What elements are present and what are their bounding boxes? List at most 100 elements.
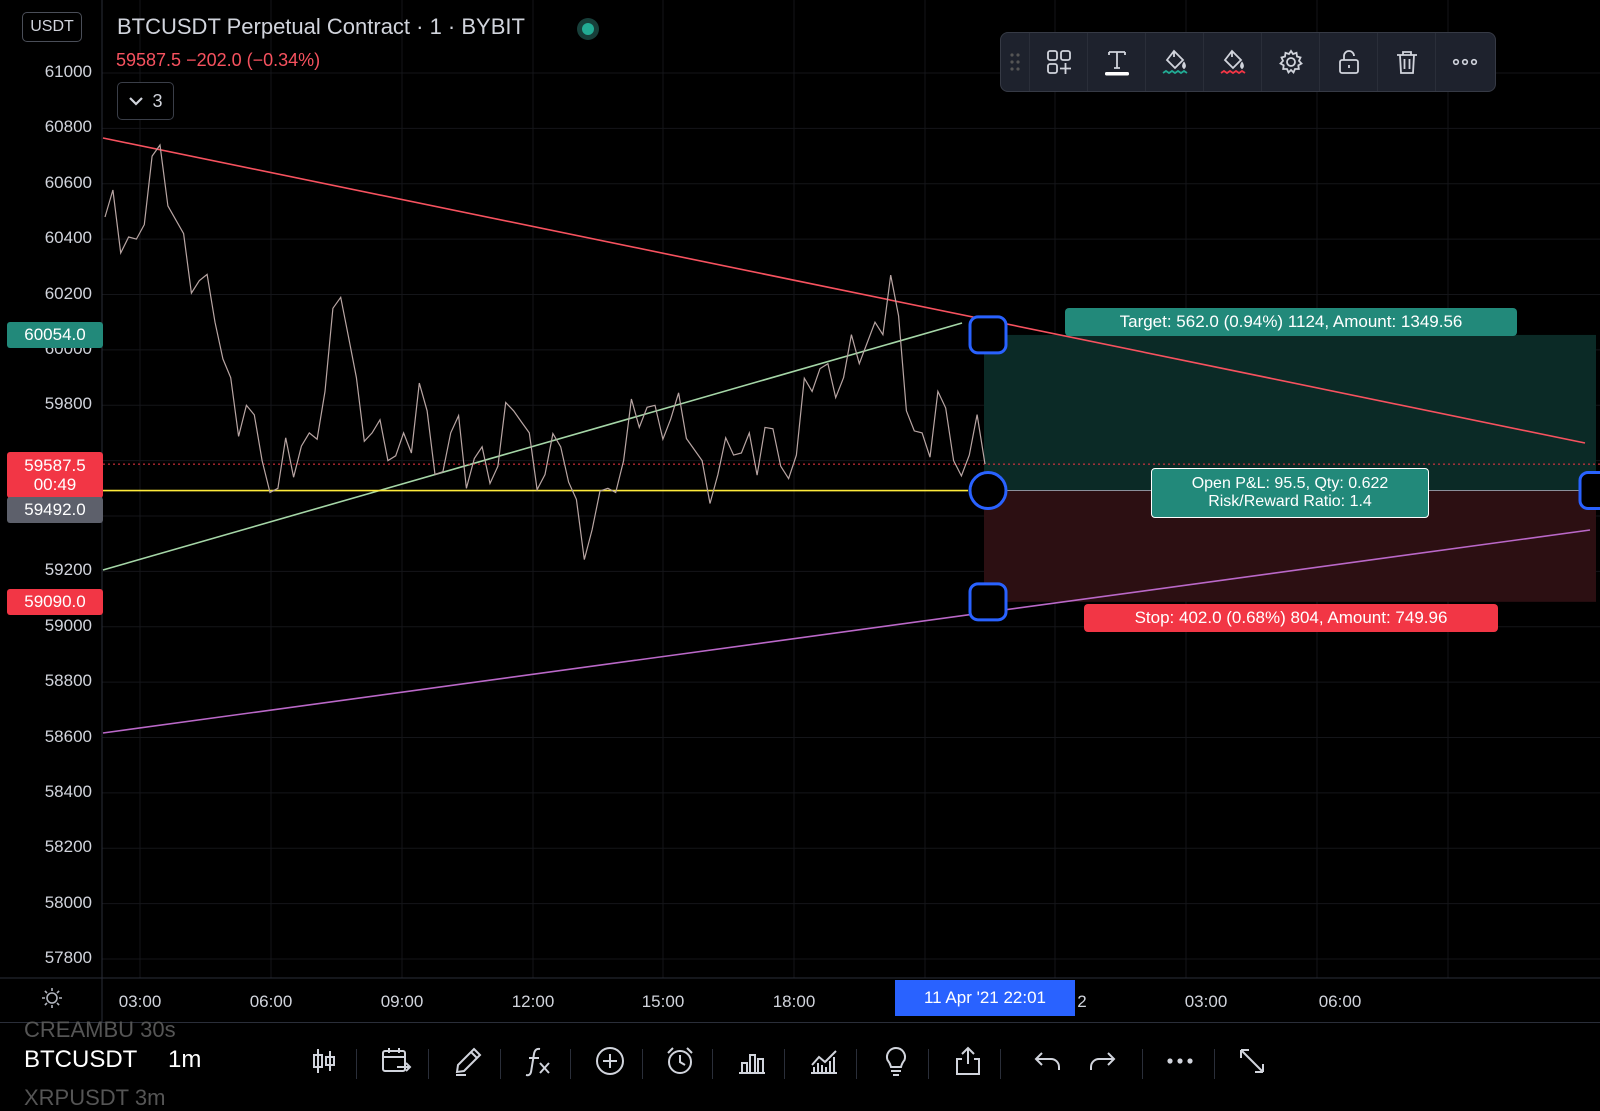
add-plus-icon	[596, 1047, 624, 1075]
text-icon	[1104, 51, 1129, 76]
share-button[interactable]	[948, 1041, 988, 1081]
financials-button[interactable]	[732, 1041, 772, 1081]
time-axis-settings-icon[interactable]	[40, 986, 64, 1010]
price-tick-label: 59000	[44, 615, 92, 635]
open-pnl-box: Open P&L: 95.5, Qty: 0.622 Risk/Reward R…	[1151, 468, 1429, 518]
delete-button[interactable]	[1377, 33, 1435, 91]
chart-type-button[interactable]	[304, 1041, 344, 1081]
add-to-favorites-icon	[1046, 50, 1071, 74]
entry-price-tag: 59492.0	[7, 497, 103, 523]
fill-color-button[interactable]	[1145, 33, 1203, 91]
rising-support-trendline	[102, 322, 963, 571]
undo-icon	[1034, 1052, 1060, 1070]
time-tick-label: 03:00	[1184, 992, 1228, 1011]
time-tick-label: 15:00	[641, 992, 685, 1011]
risk-reward-line: Risk/Reward Ratio: 1.4	[1208, 493, 1372, 510]
lower-support-trendline	[102, 529, 1591, 734]
price-tick-label: 57800	[44, 948, 92, 967]
more-options-button[interactable]	[1435, 33, 1493, 91]
currency-button[interactable]: USDT	[22, 12, 82, 42]
crosshair-time-label: 11 Apr '21 22:01	[895, 980, 1075, 1016]
drawing-toolbar	[1000, 32, 1496, 92]
candles-icon	[313, 1049, 335, 1073]
line-color-icon	[1220, 49, 1245, 75]
more-button[interactable]	[1160, 1041, 1200, 1081]
pnl-line: Open P&L: 95.5, Qty: 0.622	[1191, 475, 1389, 492]
market-status-icon	[577, 18, 599, 40]
time-tick-label: 2	[1077, 992, 1087, 1011]
alert-clock-icon	[667, 1047, 693, 1074]
go-to-date-button[interactable]	[376, 1041, 416, 1081]
chevron-down-icon	[129, 97, 144, 106]
price-tick-label: 61000	[44, 62, 92, 81]
chart-canvas[interactable]	[0, 0, 1600, 1022]
add-button[interactable]	[590, 1041, 630, 1081]
watchlist-next-item[interactable]: XRPUSDT 3m	[24, 1085, 166, 1110]
indicators-button[interactable]	[518, 1041, 558, 1081]
stop-label: Stop: 402.0 (0.68%) 804, Amount: 749.96	[1084, 604, 1498, 632]
symbol-label[interactable]: BTCUSDT	[24, 1046, 138, 1073]
right-edge-handle	[1578, 471, 1600, 511]
stop-price-tag: 59090.0	[7, 589, 103, 615]
last-price-value: 59587.5	[24, 456, 86, 475]
fill-color-icon	[1162, 49, 1187, 75]
watchlist-prev-item[interactable]: CREAMBU 30s	[24, 1017, 176, 1042]
interval-label[interactable]: 1m	[168, 1046, 202, 1073]
price-tick-label: 58000	[44, 892, 92, 912]
time-tick-label: 03:00	[118, 992, 162, 1011]
chart-area[interactable]: USDT BTCUSDT Perpetual Contract · 1 · BY…	[0, 0, 1600, 1022]
undo-button[interactable]	[1028, 1041, 1068, 1081]
target-label: Target: 562.0 (0.94%) 1124, Amount: 1349…	[1065, 308, 1517, 336]
price-tick-label: 59200	[44, 560, 92, 580]
compare-date-icon	[382, 1048, 412, 1072]
price-tick-label: 59800	[44, 394, 92, 414]
resistance-trendline	[102, 137, 1586, 444]
last-price-tag: 59587.5 00:49	[7, 452, 103, 498]
profit-zone	[984, 334, 1596, 491]
settings-icon	[1278, 49, 1303, 74]
idea-bulb-icon	[886, 1047, 906, 1076]
ideas-button[interactable]	[876, 1041, 916, 1081]
lock-button[interactable]	[1319, 33, 1377, 91]
grip-icon[interactable]	[1001, 33, 1029, 91]
drawing-tools-button[interactable]	[448, 1041, 488, 1081]
bar-chart-icon	[739, 1054, 765, 1074]
share-icon	[956, 1046, 980, 1075]
delete-icon	[1396, 51, 1417, 74]
text-tool-button[interactable]	[1087, 33, 1145, 91]
price-change: 59587.5 −202.0 (−0.34%)	[116, 50, 321, 70]
time-tick-label: 12:00	[511, 992, 555, 1011]
price-tick-label: 58400	[44, 781, 92, 801]
time-tick-label: 18:00	[772, 992, 816, 1011]
indicators-count: 3	[152, 90, 163, 111]
price-tick-label: 58200	[44, 837, 92, 857]
settings-button[interactable]	[1261, 33, 1319, 91]
fullscreen-icon	[1240, 1049, 1264, 1073]
time-tick-label: 06:00	[1318, 992, 1362, 1011]
bottom-toolbar: CREAMBU 30s BTCUSDT 1m XRPUSDT 3m	[0, 1017, 1600, 1110]
entry-handle	[968, 471, 1008, 511]
symbol-title[interactable]: BTCUSDT Perpetual Contract · 1 · BYBIT	[117, 14, 525, 39]
price-tick-label: 60400	[44, 228, 92, 248]
price-series-line	[104, 143, 986, 560]
bar-countdown: 00:49	[33, 475, 77, 494]
more-icon	[1167, 1058, 1193, 1064]
draw-pen-icon	[455, 1047, 482, 1076]
strategy-button[interactable]	[804, 1041, 844, 1081]
fullscreen-button[interactable]	[1232, 1041, 1272, 1081]
add-to-favorites-button[interactable]	[1029, 33, 1087, 91]
indicators-collapse-button[interactable]: 3	[117, 82, 174, 120]
price-tick-label: 60800	[44, 117, 92, 137]
strategy-chart-icon	[811, 1050, 837, 1074]
price-tick-label: 60600	[44, 172, 92, 192]
alert-button[interactable]	[660, 1041, 700, 1081]
price-tick-label: 58800	[44, 671, 92, 691]
price-tick-label: 58600	[44, 726, 92, 746]
target-handle	[968, 315, 1008, 355]
redo-icon	[1090, 1052, 1116, 1070]
target-price-tag: 60054.0	[7, 322, 103, 348]
line-color-button[interactable]	[1203, 33, 1261, 91]
redo-button[interactable]	[1082, 1041, 1122, 1081]
time-tick-label: 06:00	[249, 992, 293, 1011]
price-tick-label: 60200	[44, 283, 92, 303]
